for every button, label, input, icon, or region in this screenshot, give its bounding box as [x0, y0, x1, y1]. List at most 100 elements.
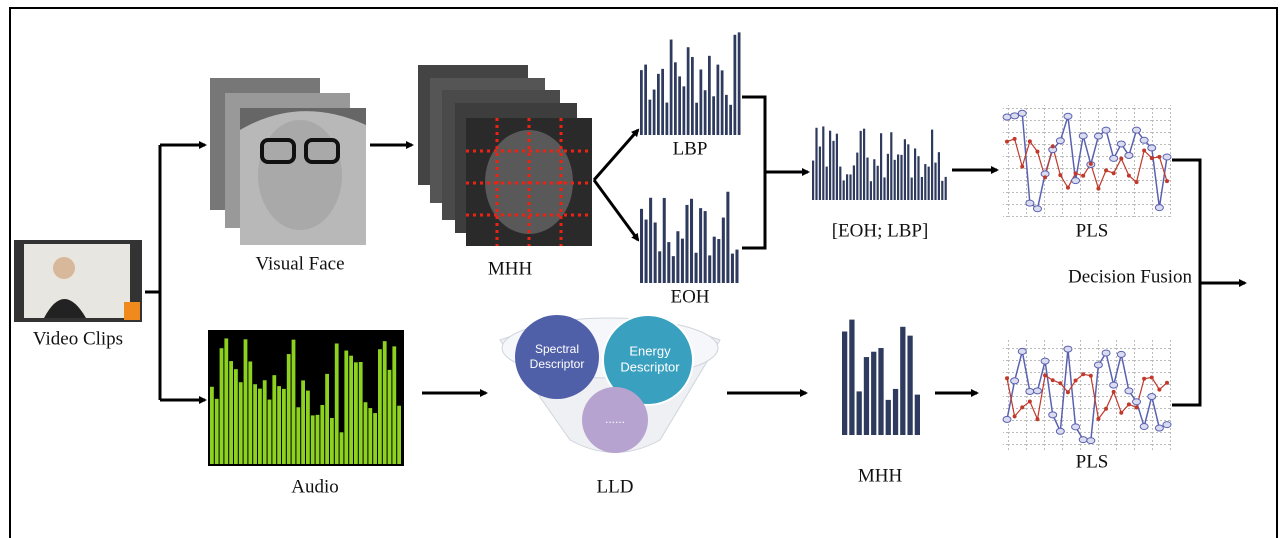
plot-point	[1119, 157, 1123, 161]
bar-decoration	[644, 65, 647, 135]
plot-point	[1127, 174, 1131, 178]
bar-decoration	[712, 96, 715, 135]
bar-decoration	[649, 198, 652, 283]
plot-point	[1127, 402, 1131, 406]
label: MHH	[488, 258, 533, 279]
bar-decoration	[836, 134, 838, 200]
bar-decoration	[272, 375, 276, 464]
bar-decoration	[263, 380, 267, 464]
plot-point	[1018, 110, 1026, 116]
plot-point	[1058, 173, 1062, 177]
bar-decoration	[864, 357, 869, 435]
plot-point	[1079, 133, 1087, 139]
plot-point	[1058, 381, 1062, 385]
bar-decoration	[392, 346, 396, 464]
plot-point	[1150, 375, 1154, 379]
bar-decoration	[654, 222, 657, 283]
bar-decoration	[853, 165, 855, 200]
bar-decoration	[842, 332, 847, 435]
bar-decoration	[893, 389, 898, 435]
bar-decoration	[306, 391, 310, 464]
plot-point	[1148, 145, 1156, 151]
bar-decoration	[846, 174, 848, 200]
plot-point	[1089, 374, 1093, 378]
pls-plot	[1003, 340, 1171, 450]
plot-point	[1064, 113, 1072, 119]
bar-decoration	[316, 415, 320, 464]
bar-decoration	[708, 56, 711, 135]
bar-decoration	[917, 156, 919, 200]
plot-point	[1157, 388, 1161, 392]
plot-point	[1112, 171, 1116, 175]
bar-decoration	[856, 153, 858, 200]
bar-decoration	[292, 340, 296, 464]
bar-decoration	[335, 343, 339, 464]
bar-decoration	[870, 181, 872, 200]
histogram	[640, 32, 741, 135]
bar-decoration	[812, 161, 814, 200]
bar-decoration	[713, 237, 716, 283]
bar-decoration	[215, 399, 219, 464]
histogram	[842, 320, 920, 435]
bar-decoration	[658, 251, 661, 283]
plot-point	[1003, 114, 1011, 120]
bar-decoration	[649, 100, 652, 135]
bar-decoration	[670, 40, 673, 135]
bar-decoration	[388, 370, 392, 464]
mhh-frames	[418, 65, 592, 246]
label: Visual Face	[255, 253, 344, 274]
bar-decoration	[722, 218, 725, 283]
bar-decoration	[860, 131, 862, 200]
plot-point	[1112, 390, 1116, 394]
bar-decoration	[911, 178, 913, 200]
bar-decoration	[907, 336, 912, 435]
bar-decoration	[695, 103, 698, 135]
plot-point	[1096, 417, 1100, 421]
bar-decoration	[683, 86, 686, 135]
bar-decoration	[880, 133, 882, 200]
bar-decoration	[721, 70, 724, 135]
bar-decoration	[704, 211, 707, 283]
plot-point	[1056, 428, 1064, 434]
descriptor-label: ......	[605, 412, 625, 426]
bar-decoration	[330, 418, 334, 464]
bar-decoration	[678, 76, 681, 135]
bar-decoration	[699, 208, 702, 283]
bar-decoration	[282, 389, 286, 464]
plot-point	[1094, 362, 1102, 368]
bar-decoration	[248, 361, 252, 464]
plot-point	[1119, 411, 1123, 415]
bar-decoration	[897, 154, 899, 200]
plot-point	[1049, 412, 1057, 418]
plot-point	[1163, 422, 1171, 428]
plot-point	[1005, 140, 1009, 144]
plot-point	[1135, 405, 1139, 409]
bar-decoration	[344, 351, 348, 464]
plot-point	[1064, 346, 1072, 352]
bar-decoration	[258, 389, 262, 464]
bar-decoration	[938, 152, 940, 200]
plot-point	[1081, 372, 1085, 376]
plot-point	[1051, 378, 1055, 382]
bar-decoration	[690, 199, 693, 283]
plot-point	[1102, 350, 1110, 356]
plot-point	[1110, 155, 1118, 161]
bar-decoration	[354, 362, 358, 464]
bar-decoration	[640, 70, 643, 135]
plot-point	[1013, 414, 1017, 418]
plot-point	[1125, 388, 1133, 394]
plot-point	[1142, 148, 1146, 152]
bar-decoration	[871, 352, 876, 435]
bar-decoration	[819, 147, 821, 200]
bar-decoration	[849, 320, 854, 435]
plot-point	[1013, 137, 1017, 141]
bar-decoration	[815, 128, 817, 200]
bar-decoration	[907, 144, 909, 200]
plot-point	[1072, 178, 1080, 184]
bar-decoration	[873, 159, 875, 200]
bar-decoration	[224, 338, 228, 464]
bar-decoration	[210, 387, 214, 464]
bar-decoration	[296, 407, 300, 464]
bar-decoration	[886, 400, 891, 435]
bar-decoration	[359, 362, 363, 464]
